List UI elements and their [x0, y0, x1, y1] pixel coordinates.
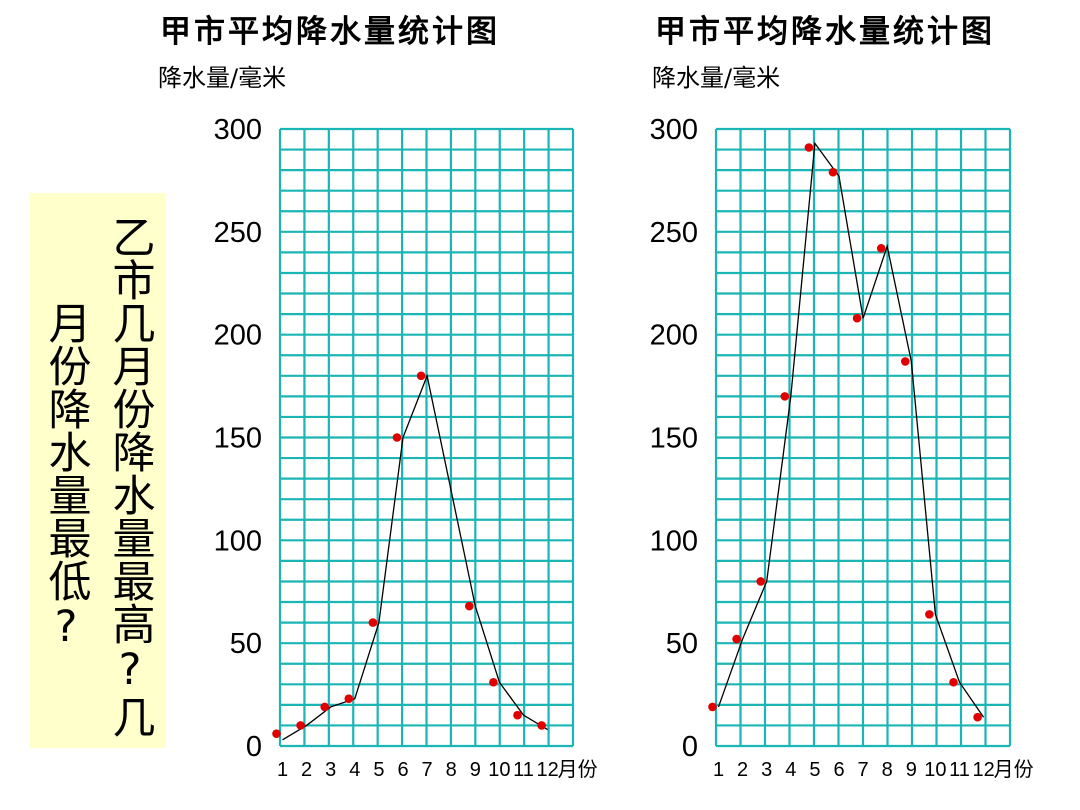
y-tick-label: 50: [666, 628, 698, 660]
x-tick-label: 7: [422, 759, 433, 781]
data-point: [513, 710, 522, 720]
y-tick-label: 100: [214, 525, 262, 557]
y-tick-label: 300: [650, 114, 698, 146]
x-tick-label: 6: [397, 759, 408, 781]
x-tick-label: 3: [325, 759, 336, 781]
y-tick-label: 50: [230, 628, 262, 660]
data-point: [925, 610, 934, 619]
series-line: [717, 141, 985, 718]
x-tick-label: 8: [446, 759, 457, 781]
x-tick-label: 3: [761, 759, 772, 781]
data-point: [876, 243, 886, 253]
data-point: [537, 721, 546, 730]
data-point: [465, 601, 474, 611]
grid: [278, 127, 575, 748]
y-axis-label: 降水量/毫米: [652, 64, 780, 92]
x-tick-label: 9: [906, 759, 917, 781]
x-tick-label: 4: [349, 759, 360, 781]
x-tick-label: 2: [301, 759, 312, 781]
x-tick-label: 11: [949, 759, 970, 781]
y-tick-label: 0: [682, 731, 698, 763]
x-tick-label: 5: [373, 759, 384, 781]
data-point: [392, 433, 402, 442]
x-tick-label: 8: [882, 759, 893, 781]
y-tick-label: 200: [650, 320, 698, 352]
series-line: [282, 373, 548, 741]
data-point: [489, 677, 498, 687]
y-tick-label: 250: [650, 217, 698, 249]
data-point: [949, 677, 958, 687]
x-tick-label: 7: [858, 759, 869, 781]
y-tick-label: 200: [214, 320, 262, 352]
x-tick-label: 2: [737, 759, 748, 781]
x-axis-label: 月份: [558, 757, 598, 781]
chart-title: 甲市平均降水量统计图: [160, 14, 500, 50]
y-axis-label: 降水量/毫米: [158, 64, 286, 92]
y-tick-label: 150: [214, 423, 262, 455]
grid: [714, 127, 1012, 748]
data-point: [852, 313, 862, 323]
x-tick-label: 10: [488, 759, 510, 781]
data-point: [368, 618, 378, 627]
y-tick-label: 150: [650, 423, 698, 455]
y-tick-label: 0: [246, 731, 262, 763]
data-point: [272, 729, 281, 738]
data-point: [708, 702, 717, 712]
x-tick-label: 12: [536, 759, 558, 781]
x-tick-label: 6: [833, 759, 844, 781]
x-tick-label: 1: [713, 759, 724, 781]
x-tick-label: 4: [785, 759, 796, 781]
data-point: [416, 371, 426, 381]
data-point: [780, 392, 790, 401]
x-tick-label: 5: [809, 759, 820, 781]
x-tick-label: 12: [972, 759, 994, 781]
y-tick-label: 250: [214, 217, 262, 249]
chart-title: 甲市平均降水量统计图: [655, 14, 995, 50]
data-point: [320, 702, 330, 712]
data-point: [344, 694, 354, 703]
data-point: [756, 577, 765, 586]
x-tick-label: 9: [470, 759, 481, 781]
data-point: [828, 167, 838, 177]
question-text-line-1: 乙市几月份降水量最高?几: [105, 215, 155, 738]
data-point: [296, 721, 305, 730]
data-point: [901, 357, 910, 366]
y-tick-label: 300: [214, 114, 262, 146]
x-tick-label: 11: [513, 759, 534, 781]
x-tick-label: 1: [277, 759, 288, 781]
y-tick-label: 100: [650, 525, 698, 557]
data-point: [973, 712, 982, 722]
data-point: [732, 634, 741, 644]
x-axis-label: 月份: [994, 757, 1034, 781]
question-text-line-2: 月份降水量最低?: [41, 301, 91, 652]
x-tick-label: 10: [924, 759, 946, 781]
question-panel: 乙市几月份降水量最高?几 月份降水量最低?: [30, 193, 166, 748]
data-point: [804, 143, 814, 152]
